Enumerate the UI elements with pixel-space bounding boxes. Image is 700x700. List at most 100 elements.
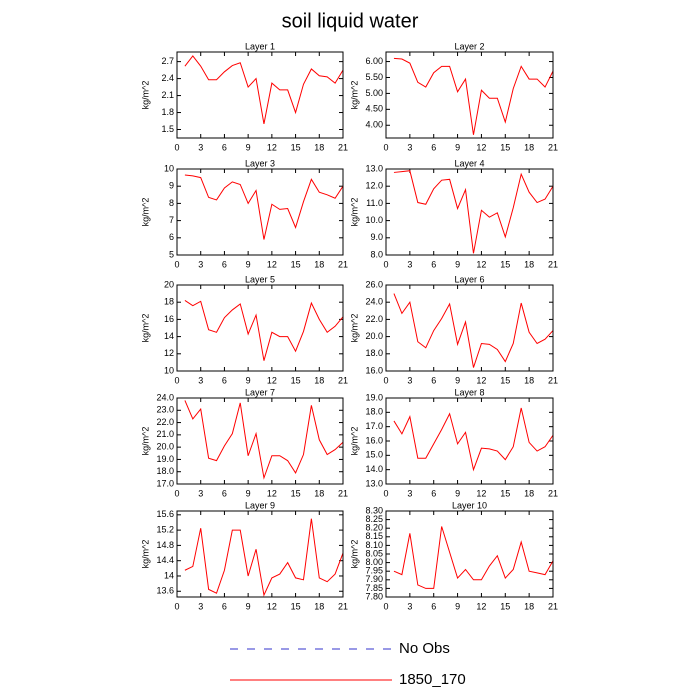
y-tick-label: 24.0 [365, 297, 383, 307]
y-tick-label: 5 [169, 249, 174, 259]
y-tick-label: 12.0 [365, 181, 383, 191]
y-tick-label: 4.00 [365, 120, 383, 130]
x-tick-label: 21 [338, 259, 348, 269]
x-tick-label: 9 [246, 259, 251, 269]
plot-frame [176, 168, 344, 256]
y-tick-label: 14.8 [156, 540, 174, 550]
y-tick-label: 8.05 [365, 548, 383, 558]
x-tick-label: 6 [431, 259, 436, 269]
data-line [393, 526, 554, 589]
y-tick-label: 7.85 [365, 583, 383, 593]
y-tick-label: 20.0 [365, 331, 383, 341]
y-tick-label: 9.0 [370, 232, 383, 242]
legend-label: 1850_170 [399, 671, 466, 688]
x-tick-label: 0 [383, 259, 388, 269]
y-tick-label: 9 [169, 181, 174, 191]
x-tick-label: 21 [548, 488, 558, 498]
y-tick-label: 10.0 [365, 215, 383, 225]
plot-frame [385, 397, 554, 485]
x-tick-label: 15 [291, 259, 301, 269]
y-tick-label: 12 [164, 348, 174, 358]
y-tick-label: 8.0 [370, 249, 383, 259]
x-tick-label: 0 [174, 259, 179, 269]
x-tick-label: 21 [548, 142, 558, 152]
y-tick-label: 14.4 [156, 555, 174, 565]
y-tick-label: 17.0 [156, 478, 174, 488]
y-tick-label: 7 [169, 215, 174, 225]
y-tick-label: 14.0 [365, 464, 383, 474]
y-tick-label: 2.4 [161, 73, 174, 83]
x-tick-label: 3 [407, 601, 412, 611]
plot-frame [385, 51, 554, 139]
y-tick-label: 18.0 [365, 348, 383, 358]
y-tick-label: 8.25 [365, 514, 383, 524]
figure-title: soil liquid water [282, 10, 419, 32]
y-tick-label: 14 [164, 331, 174, 341]
x-tick-label: 15 [291, 488, 301, 498]
y-axis-label: kg/m^2 [140, 540, 150, 569]
x-tick-label: 15 [500, 601, 510, 611]
x-tick-label: 6 [222, 142, 227, 152]
data-line [184, 400, 344, 480]
y-tick-label: 7.95 [365, 566, 383, 576]
y-tick-label: 8.10 [365, 540, 383, 550]
x-tick-label: 12 [476, 488, 486, 498]
y-tick-label: 24.0 [156, 392, 174, 402]
y-axis-label: kg/m^2 [140, 198, 150, 227]
y-tick-label: 5.50 [365, 72, 383, 82]
y-tick-label: 22.0 [156, 417, 174, 427]
panel-title: Layer 2 [454, 41, 484, 51]
x-tick-label: 21 [548, 375, 558, 385]
y-tick-label: 19.0 [365, 392, 383, 402]
x-tick-label: 21 [548, 259, 558, 269]
x-tick-label: 12 [476, 375, 486, 385]
y-tick-label: 8.15 [365, 531, 383, 541]
x-tick-label: 9 [455, 488, 460, 498]
y-tick-label: 14 [164, 570, 174, 580]
x-tick-label: 3 [198, 488, 203, 498]
x-tick-label: 0 [174, 488, 179, 498]
x-tick-label: 9 [455, 259, 460, 269]
y-tick-label: 18 [164, 297, 174, 307]
panel-title: Layer 4 [454, 158, 484, 168]
y-axis-label: kg/m^2 [349, 81, 359, 110]
data-line [184, 300, 344, 361]
y-tick-label: 15.2 [156, 524, 174, 534]
y-tick-label: 8 [169, 198, 174, 208]
x-tick-label: 21 [548, 601, 558, 611]
data-line [184, 518, 344, 597]
y-tick-label: 7.80 [365, 591, 383, 601]
y-tick-label: 15.0 [365, 450, 383, 460]
x-tick-label: 21 [338, 142, 348, 152]
plot-frame [385, 510, 554, 598]
data-line [393, 407, 554, 472]
data-line [184, 174, 344, 240]
plot-frame [385, 284, 554, 372]
x-tick-label: 6 [222, 375, 227, 385]
panel-title: Layer 1 [245, 41, 275, 51]
y-tick-label: 21.0 [156, 429, 174, 439]
y-tick-label: 18.0 [365, 407, 383, 417]
x-tick-label: 3 [407, 142, 412, 152]
y-axis-label: kg/m^2 [140, 427, 150, 456]
x-tick-label: 6 [222, 488, 227, 498]
y-tick-label: 26.0 [365, 279, 383, 289]
panel-title: Layer 6 [454, 274, 484, 284]
x-tick-label: 3 [407, 259, 412, 269]
panel-title: Layer 3 [245, 158, 275, 168]
y-axis-label: kg/m^2 [349, 540, 359, 569]
x-tick-label: 15 [291, 601, 301, 611]
y-tick-label: 20.0 [156, 442, 174, 452]
x-tick-label: 9 [246, 142, 251, 152]
x-tick-label: 18 [314, 488, 324, 498]
x-tick-label: 3 [198, 375, 203, 385]
plot-frame [385, 168, 554, 256]
x-tick-label: 12 [267, 259, 277, 269]
x-tick-label: 0 [383, 375, 388, 385]
x-tick-label: 18 [524, 601, 534, 611]
x-tick-label: 3 [198, 142, 203, 152]
x-tick-label: 0 [174, 601, 179, 611]
x-tick-label: 12 [267, 375, 277, 385]
y-tick-label: 13.0 [365, 478, 383, 488]
x-tick-label: 15 [500, 142, 510, 152]
